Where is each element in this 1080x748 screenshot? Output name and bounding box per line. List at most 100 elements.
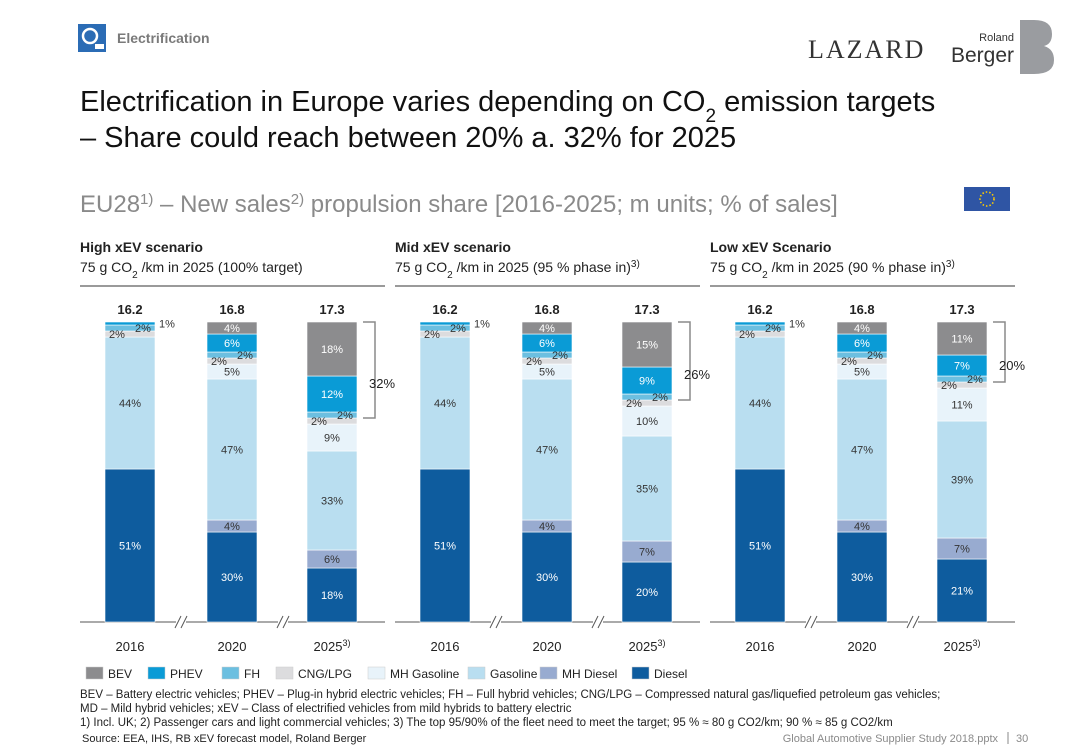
axis-break-gap [176,620,186,624]
total-label: 16.8 [534,302,559,317]
footnote: MD – Mild hybrid vehicles; xEV – Class o… [80,703,572,715]
category: 2020 [533,639,562,654]
logo-roland: Roland [979,32,1014,44]
axis-break-gap [593,620,603,624]
legend-swatch [367,666,386,680]
value-label: 39% [951,475,973,487]
value-label: 1% [474,319,490,331]
value-label: 20% [636,587,658,599]
flag-stars [979,191,995,207]
legend-swatch [539,666,558,680]
source: Source: EEA, IHS, RB xEV forecast model,… [82,733,367,745]
axis-break [597,615,605,629]
axis-break [810,615,818,629]
x-tick-label: 2016 [746,639,775,654]
icon-glyph [81,27,99,45]
subtitle-run: 75 g CO [395,259,447,275]
xev-bracket [678,321,691,401]
value-label: 51% [119,541,141,553]
subtitle-subscript: 2 [762,270,768,281]
value-label: 11% [951,400,972,412]
footnote: BEV – Battery electric vehicles; PHEV – … [80,689,940,701]
subtitle-note: 1) [140,191,153,208]
subtitle-subscript: 2 [132,270,138,281]
category-note: 3) [657,638,665,648]
x-tick-label: 2016 [116,639,145,654]
panel-subtitle: 75 g CO2 /km in 2025 (90 % phase in)3) [710,259,955,281]
axis-break [180,615,188,629]
bar-segment [621,561,673,623]
bar-segment [206,321,258,335]
category: 2025 [314,639,343,654]
logo-lazard: LAZARD [808,35,925,64]
title-subscript: 2 [705,106,716,127]
xev-share-label: 20% [999,358,1025,373]
icon-plug [95,44,104,49]
title-line: – Share could reach between 20% a. 32% f… [80,122,736,154]
subtitle-run: /km in 2025 (95 % phase in) [453,259,631,275]
value-label: 2% [941,380,957,392]
bar-segment [419,321,471,326]
xev-bracket [993,321,1006,383]
bar-segment [734,468,786,623]
axis-break-gap [491,620,501,624]
value-label: 44% [749,398,771,410]
value-label: 18% [321,344,343,356]
bar-segment [521,321,573,335]
title-run: Electrification in Europe varies dependi… [80,86,705,118]
category: 2016 [116,639,145,654]
title-run: emission targets [716,86,935,118]
legend-swatch [147,666,166,680]
panel-subtitle: 75 g CO2 /km in 2025 (100% target) [80,259,303,281]
category-note: 3) [342,638,350,648]
axis-break [174,615,182,629]
legend-swatch [85,666,104,680]
x-tick-label: 2020 [533,639,562,654]
axis-break-gap [278,620,288,624]
value-label: 2% [739,329,755,341]
value-label: 2% [526,356,542,368]
total-label: 16.8 [849,302,874,317]
bar-segment [206,378,258,521]
title-line: Electrification in Europe varies dependi… [80,86,935,127]
bar-segment [836,378,888,521]
section-label: Electrification [117,30,210,46]
bar-segment [936,420,988,539]
axis-break [282,615,290,629]
value-label: 11% [951,334,972,346]
value-label: 2% [109,329,125,341]
value-label: 2% [967,374,983,386]
bar-segment [734,336,786,470]
value-label: 2% [135,323,151,335]
footer-page: 30 [1016,733,1028,745]
axis-break [804,615,812,629]
value-label: 4% [539,521,555,533]
logo-b [1020,20,1054,74]
axis-break [906,615,914,629]
value-label: 2% [765,323,781,335]
x-tick-label: 2020 [218,639,247,654]
legend-label: BEV [108,667,132,681]
value-label: 5% [854,367,870,379]
axis-break-gap [908,620,918,624]
legend-label: Diesel [654,667,687,681]
category: 2025 [944,639,973,654]
x-tick-label: 2020 [848,639,877,654]
value-label: 6% [224,338,240,350]
axis-break [489,615,497,629]
value-label: 4% [539,323,555,335]
axis-break [276,615,284,629]
subtitle: EU281) – New sales2) propulsion share [2… [80,191,838,219]
value-label: 5% [224,367,240,379]
bar-segment [306,450,358,551]
total-label: 16.2 [432,302,457,317]
value-label: 51% [749,541,771,553]
value-label: 15% [636,340,658,352]
total-label: 16.2 [117,302,142,317]
bar-segment [734,321,786,326]
value-label: 47% [221,445,243,457]
value-label: 2% [652,392,668,404]
bar-segment [206,531,258,623]
bar-segment [836,531,888,623]
